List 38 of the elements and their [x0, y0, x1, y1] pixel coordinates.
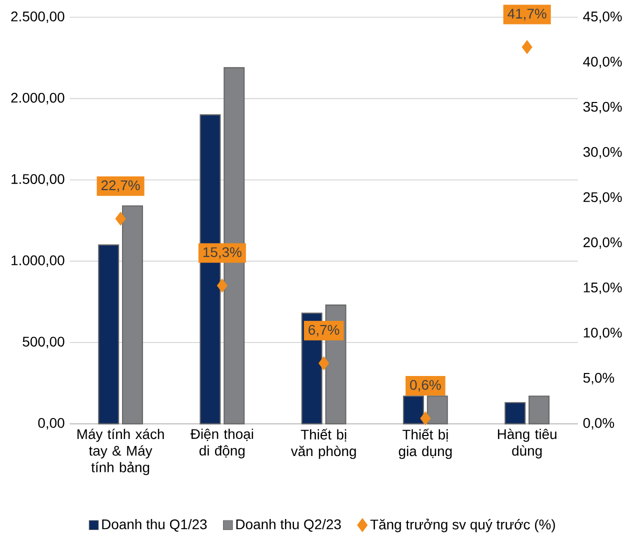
data-label: 6,7% — [308, 324, 340, 336]
bar — [528, 396, 550, 424]
y2-tick-label: 20,0% — [584, 237, 622, 249]
y-tick-label: 0,00 — [38, 418, 64, 430]
x-tick-label: Máy tính xách tay & Máy tính bảng — [78, 428, 164, 476]
y-tick-label: 1.000,00 — [12, 255, 64, 267]
y2-tick-label: 25,0% — [584, 192, 622, 204]
data-label: 0,6% — [410, 380, 441, 392]
y-tick-label: 2.000,00 — [11, 92, 64, 104]
point — [318, 356, 330, 370]
legend-label: Doanh thu Q2/23 — [236, 519, 341, 532]
y-tick-label: 2.500,00 — [11, 12, 64, 24]
y2-tick-label: 0,0% — [583, 418, 614, 430]
bar — [504, 402, 526, 424]
x-tick-label: Thiết bị văn phòng — [290, 428, 356, 459]
x-tick-label: Thiết bị gia dụng — [398, 428, 452, 459]
bar — [122, 205, 144, 424]
y2-tick-label: 35,0% — [583, 102, 622, 114]
y2-tick-label: 10,0% — [584, 328, 622, 340]
y2-tick-label: 40,0% — [583, 56, 622, 68]
y2-tick-label: 5,0% — [583, 372, 614, 384]
y2-tick-label: 15,0% — [584, 282, 622, 294]
y2-tick-label: 30,0% — [583, 147, 622, 159]
point — [115, 212, 126, 226]
point — [522, 40, 532, 54]
y-tick-label: 500,00 — [22, 336, 64, 348]
legend-label: Tăng trưởng sv quý trước (%) — [370, 518, 555, 532]
bar — [98, 244, 120, 424]
point — [420, 411, 431, 426]
legend-label: Doanh thu Q1/23 — [102, 519, 207, 532]
y-tick-label: 1.500,00 — [12, 174, 64, 186]
data-label: 15,3% — [203, 247, 242, 259]
point — [216, 278, 228, 292]
y2-tick-label: 45,0% — [583, 12, 622, 24]
data-label: 22,7% — [101, 180, 140, 192]
x-tick-label: Hàng tiêu dùng — [498, 428, 556, 458]
x-tick-label: Điện thoại di động — [190, 428, 254, 458]
data-label: 41,7% — [508, 8, 546, 20]
